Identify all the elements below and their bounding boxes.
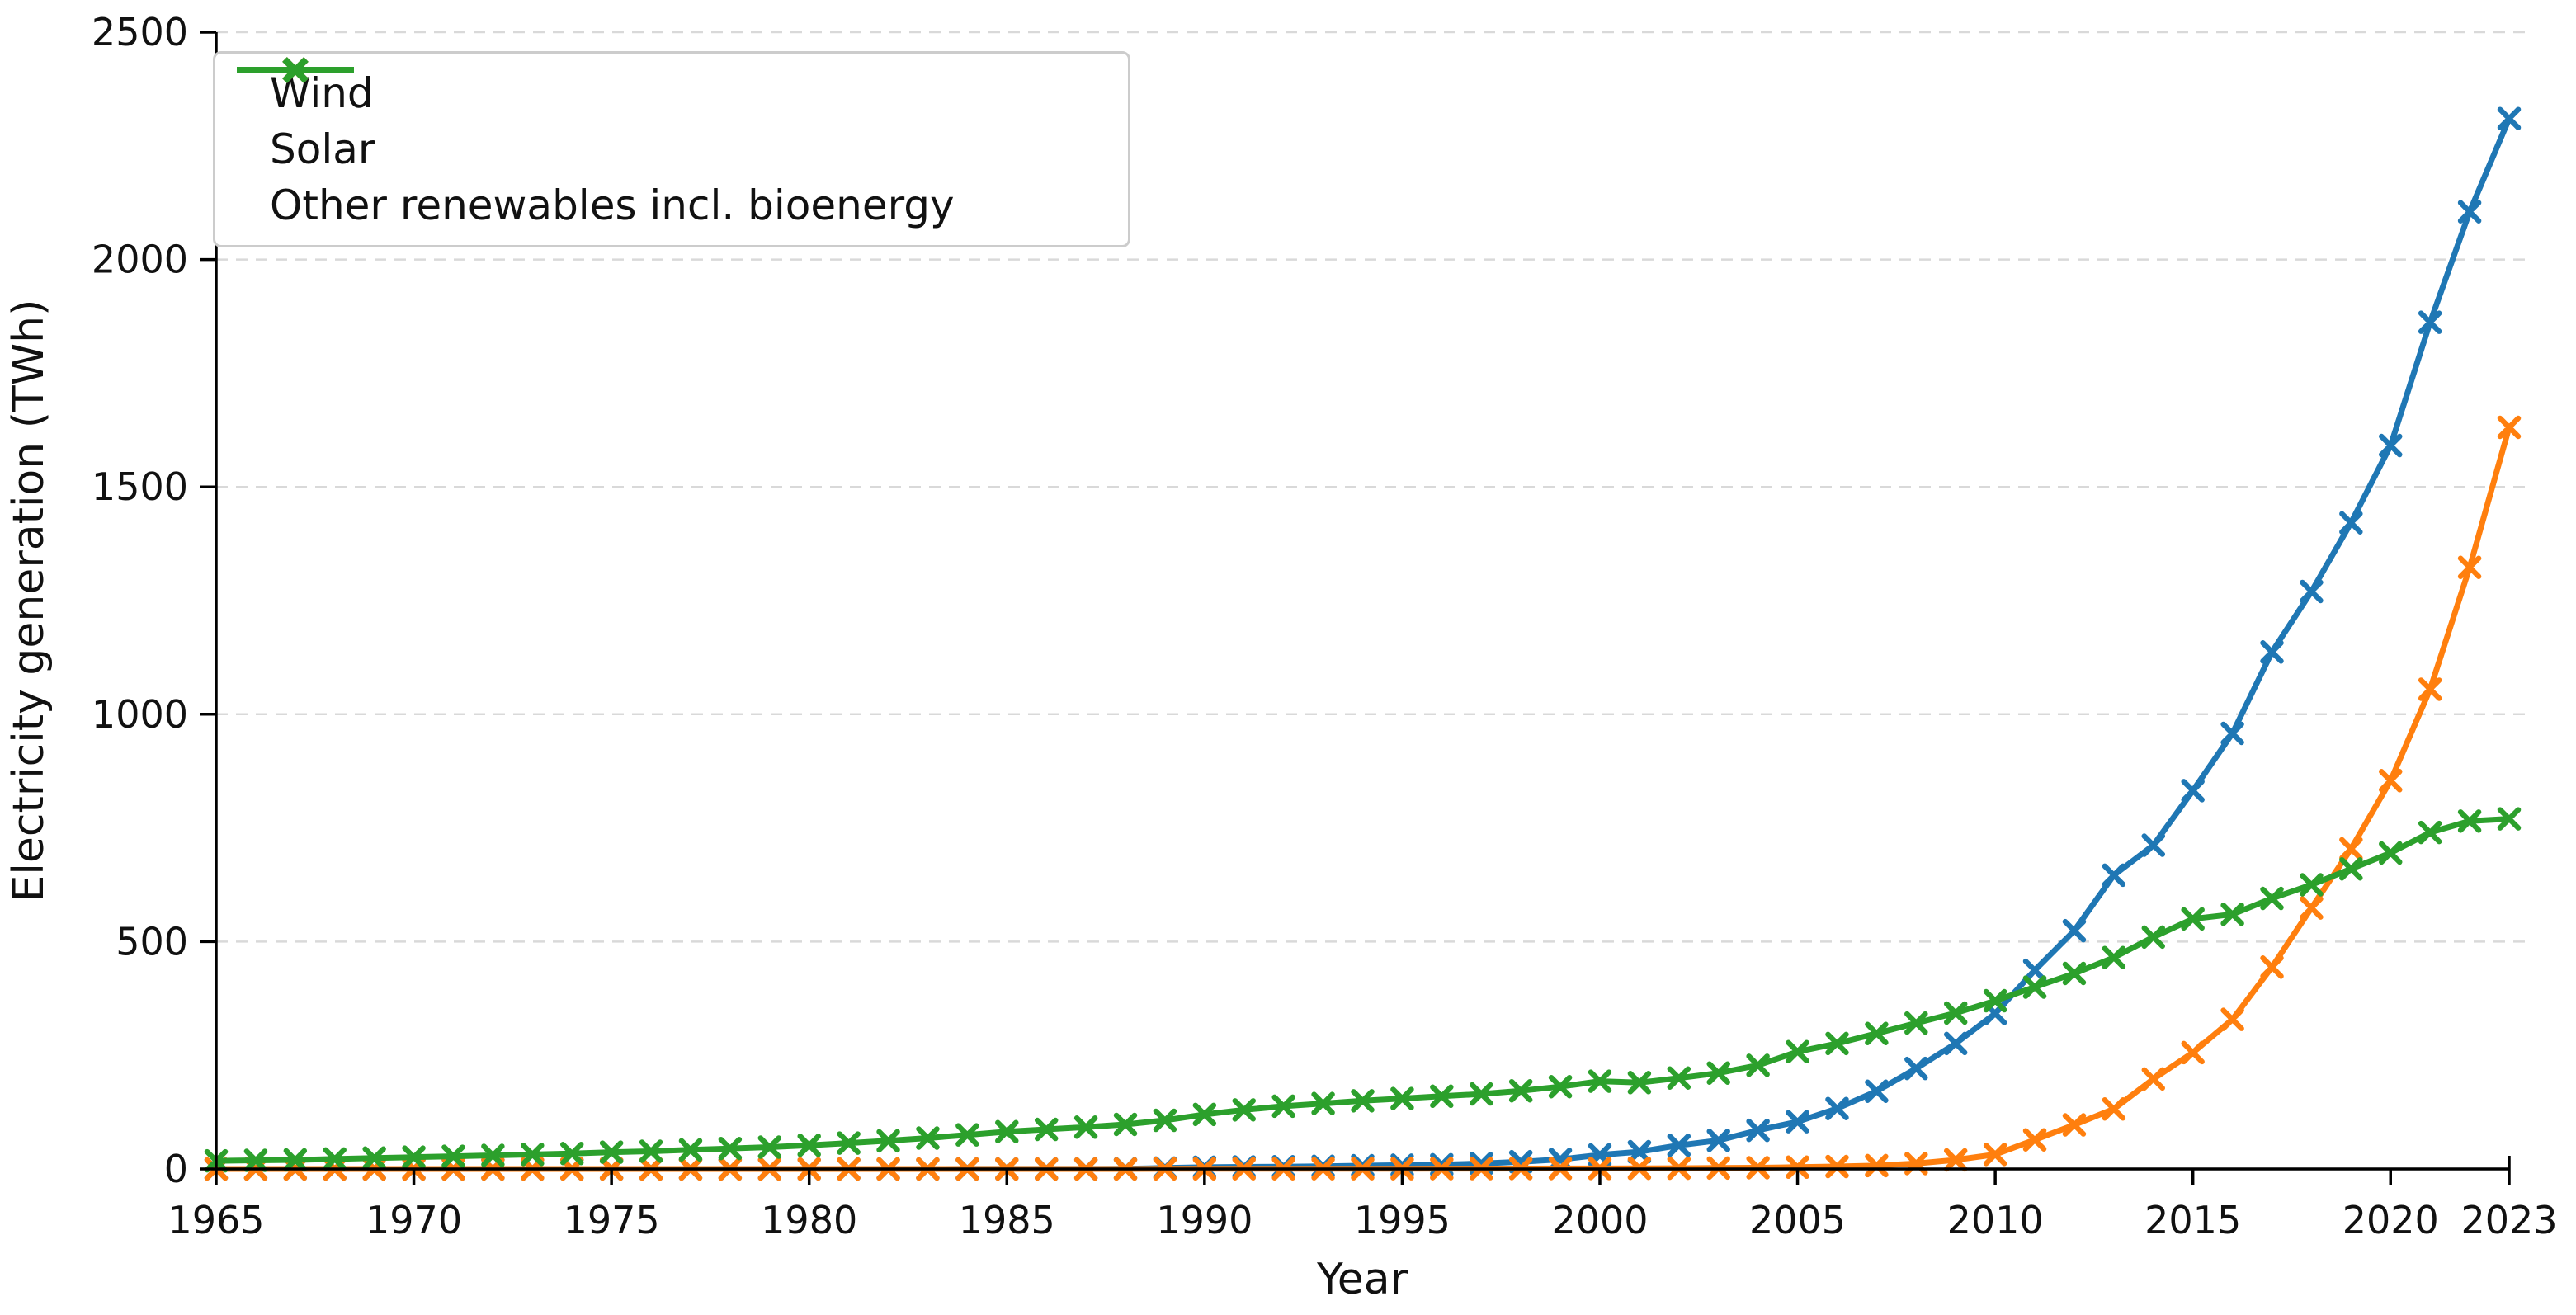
x-tick-label: 1975 — [564, 1198, 660, 1242]
tick-labels: 0 500 1000 1500 2000 2500 1965 1970 1975 1980 1985… — [92, 10, 2558, 1242]
x-tick-label: 2023 — [2460, 1198, 2557, 1242]
y-tick-label: 1500 — [92, 464, 188, 509]
x-tick-label: 2005 — [1749, 1198, 1846, 1242]
legend-item-solar: Solar — [232, 57, 1111, 176]
x-axis-label: Year — [1316, 1255, 1408, 1304]
y-tick-label: 2000 — [92, 238, 188, 282]
x-tick-label: 2020 — [2342, 1198, 2439, 1242]
x-tick-label: 1990 — [1156, 1198, 1253, 1242]
legend-item-other-renewables: Other renewables incl. bioenergy — [232, 57, 1111, 232]
x-tick-label: 1995 — [1354, 1198, 1451, 1242]
x-tick-label: 1970 — [366, 1198, 462, 1242]
y-tick-label: 0 — [164, 1147, 188, 1191]
x-tick-label: 1985 — [959, 1198, 1055, 1242]
legend-item-wind: Wind — [232, 57, 1111, 120]
legend-label-solar: Solar — [270, 125, 375, 173]
axes — [200, 31, 2511, 1185]
y-tick-label: 1000 — [92, 692, 188, 737]
other-renewables-line-sample-icon — [237, 57, 354, 83]
y-tick-label: 2500 — [92, 10, 188, 54]
legend: Wind Solar Other renewables incl. bioene… — [213, 51, 1130, 247]
x-tick-label: 2015 — [2144, 1198, 2241, 1242]
y-axis-label: Electricity generation (TWh) — [4, 299, 54, 903]
legend-label-other-renewables: Other renewables incl. bioenergy — [270, 181, 955, 229]
y-tick-label: 500 — [116, 919, 188, 964]
x-tick-label: 1965 — [167, 1198, 264, 1242]
x-tick-label: 1980 — [761, 1198, 857, 1242]
x-tick-label: 2010 — [1947, 1198, 2044, 1242]
x-tick-label: 2000 — [1551, 1198, 1648, 1242]
data-series — [204, 106, 2522, 1181]
